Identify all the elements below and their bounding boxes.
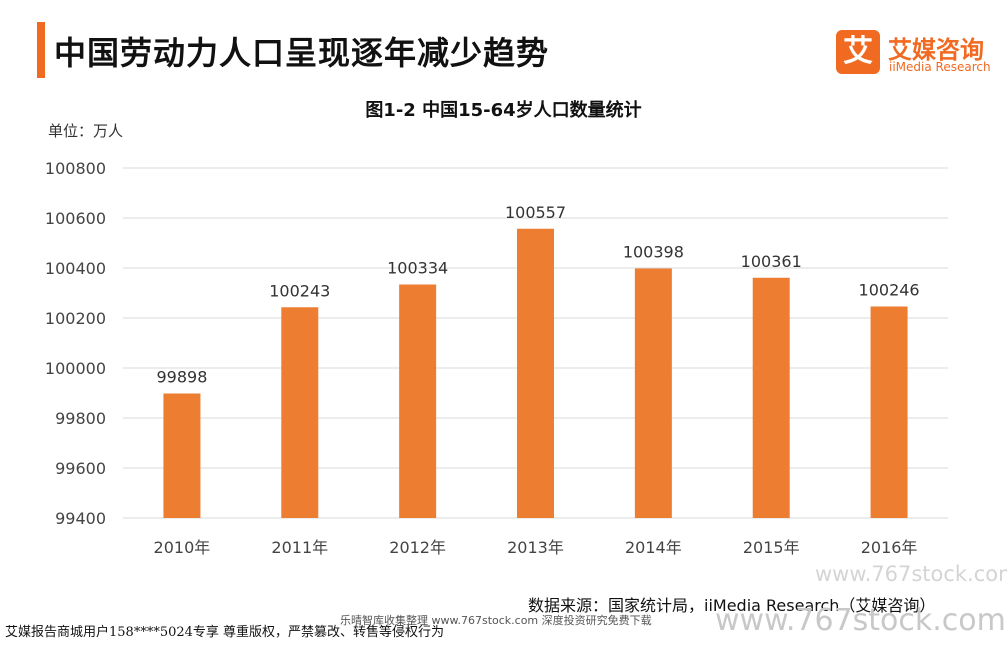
logo-name-cn: 艾媒咨询 — [888, 36, 984, 64]
y-tick-label: 100600 — [45, 209, 106, 228]
brand-logo: 艾 艾媒咨询 iiMedia Research — [836, 30, 996, 78]
bar — [634, 268, 672, 518]
x-tick-label: 2015年 — [743, 538, 800, 557]
logo-mark-icon: 艾 — [836, 30, 880, 74]
y-tick-label: 100400 — [45, 259, 106, 278]
title-accent-bar — [37, 22, 45, 78]
data-label: 100246 — [859, 281, 920, 300]
bar — [752, 277, 790, 518]
data-label: 100398 — [623, 243, 684, 262]
watermark-large: www.767stock.com — [715, 603, 1006, 638]
bar — [163, 393, 201, 518]
y-tick-label: 99600 — [55, 459, 106, 478]
x-tick-label: 2016年 — [861, 538, 918, 557]
y-tick-label: 100000 — [45, 359, 106, 378]
y-tick-label: 100200 — [45, 309, 106, 328]
data-source: 数据来源：国家统计局，iiMedia Research（艾媒咨询） — [528, 596, 936, 615]
bar — [399, 284, 437, 518]
chart-title: 图1-2 中国15-64岁人口数量统计 — [365, 100, 642, 121]
x-tick-label: 2014年 — [625, 538, 682, 557]
y-tick-label: 99400 — [55, 509, 106, 528]
y-tick-label: 99800 — [55, 409, 106, 428]
bar — [870, 306, 908, 518]
x-tick-label: 2010年 — [154, 538, 211, 557]
data-label: 100243 — [269, 281, 330, 300]
y-tick-label: 100800 — [45, 159, 106, 178]
data-label: 100334 — [387, 259, 448, 278]
bar — [517, 228, 554, 518]
data-label: 100557 — [505, 203, 566, 222]
data-label: 100361 — [741, 252, 802, 271]
collector-footer: 乐晴智库收集整理 www.767stock.com 深度投资研究免费下载 — [340, 614, 652, 627]
x-tick-label: 2012年 — [389, 538, 446, 557]
x-tick-label: 2011年 — [271, 538, 328, 557]
logo-name-en: iiMedia Research — [889, 60, 991, 74]
x-tick-label: 2013年 — [507, 538, 564, 557]
unit-label: 单位：万人 — [48, 122, 124, 140]
bar — [281, 307, 319, 518]
copyright-footer: 艾媒报告商城用户158****5024专享 尊重版权，严禁篡改、转售等侵权行为 — [5, 625, 445, 640]
watermark-small: www.767stock.com — [815, 562, 1007, 586]
data-label: 99898 — [156, 368, 207, 387]
page-title: 中国劳动力人口呈现逐年减少趋势 — [54, 34, 550, 72]
